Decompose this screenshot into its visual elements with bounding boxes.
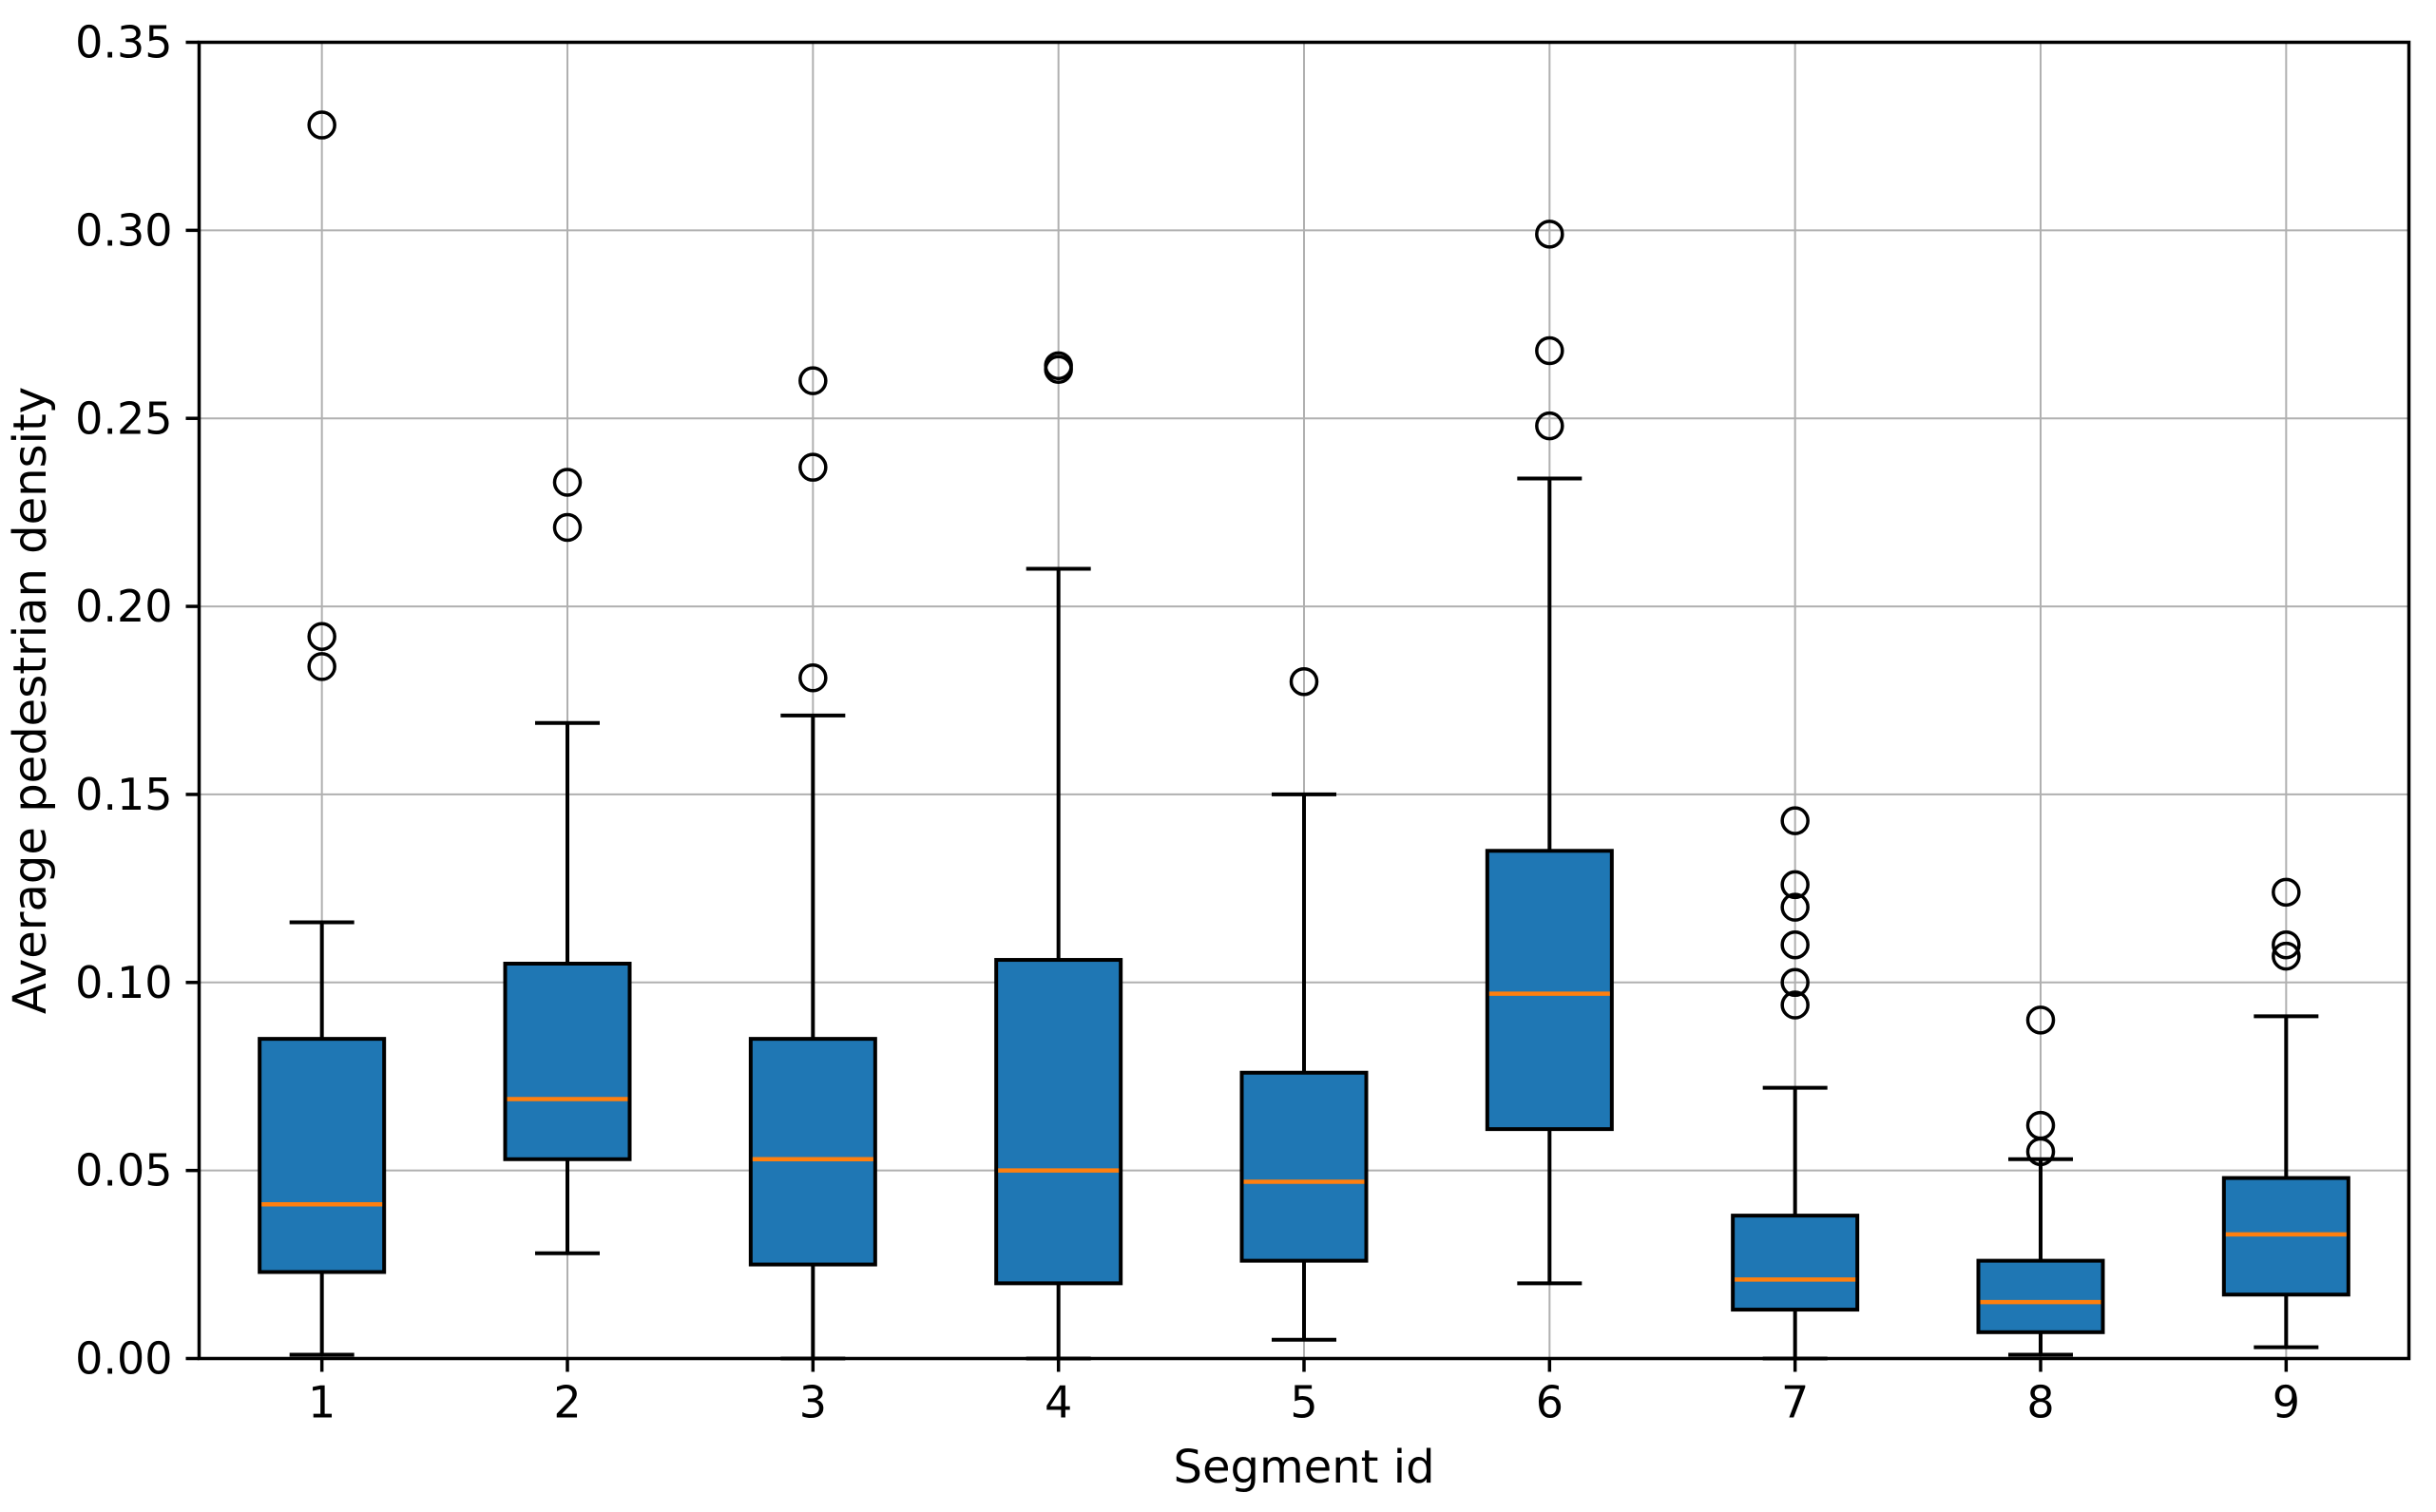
iqr-box (748, 1037, 877, 1267)
box-group-segment-4 (994, 351, 1123, 1361)
x-tick-label: 2 (553, 1377, 581, 1428)
outlier-point (1780, 929, 1810, 960)
y-tick-label: 0.30 (75, 204, 172, 256)
iqr-box (1976, 1258, 2105, 1334)
x-tick-label: 5 (1290, 1377, 1317, 1428)
outlier-point (1535, 335, 1564, 366)
outlier-point (1780, 990, 1810, 1020)
outlier-point (1780, 870, 1810, 900)
box-group-segment-3 (748, 366, 877, 1361)
y-axis-label: Average pedestrian density (4, 387, 57, 1014)
outlier-point (1289, 666, 1319, 697)
outlier-point (2025, 1005, 2056, 1035)
outlier-point (798, 366, 828, 395)
x-tick-label: 6 (1536, 1377, 1563, 1428)
iqr-box (503, 962, 632, 1161)
x-tick-label: 3 (799, 1377, 827, 1428)
outlier-point (1780, 806, 1810, 835)
outlier-point (2272, 877, 2301, 908)
y-tick-label: 0.20 (75, 581, 172, 632)
outlier-point (1535, 220, 1564, 249)
iqr-box (994, 958, 1123, 1286)
box-group-segment-2 (503, 468, 632, 1255)
outlier-point (1535, 411, 1564, 441)
box-group-segment-8 (1976, 1005, 2105, 1357)
outlier-point (307, 622, 336, 651)
x-tick-label: 9 (2273, 1377, 2300, 1428)
y-axis-ticks: 0.00 0.05 0.10 0.15 0.20 0.25 0.30 0.35 (75, 17, 200, 1385)
x-tick-label: 4 (1045, 1377, 1072, 1428)
outlier-point (307, 110, 336, 140)
outlier-point (1780, 892, 1810, 922)
x-tick-label: 7 (1781, 1377, 1809, 1428)
y-tick-label: 0.35 (75, 17, 172, 68)
y-tick-label: 0.05 (75, 1145, 172, 1196)
box-group-segment-7 (1731, 806, 1860, 1361)
x-tick-label: 8 (2026, 1377, 2054, 1428)
outlier-point (2272, 929, 2301, 960)
box-group-segment-5 (1239, 666, 1369, 1342)
y-tick-label: 0.10 (75, 957, 172, 1008)
outlier-point (552, 512, 583, 543)
outlier-point (1780, 967, 1810, 998)
iqr-box (1239, 1070, 1369, 1263)
y-tick-label: 0.25 (75, 392, 172, 444)
y-tick-label: 0.15 (75, 769, 172, 820)
iqr-box (258, 1037, 387, 1274)
box-group-segment-6 (1485, 220, 1614, 1286)
outlier-point (2272, 941, 2301, 971)
outlier-point (798, 452, 828, 482)
box-group-segment-1 (258, 110, 387, 1357)
y-tick-label: 0.00 (75, 1333, 172, 1385)
outlier-point (1044, 351, 1073, 381)
outlier-point (552, 468, 583, 497)
iqr-box (1731, 1214, 1860, 1312)
outlier-point (2025, 1110, 2056, 1140)
box-group-segment-9 (2221, 877, 2350, 1349)
x-axis-label: Segment id (1173, 1441, 1434, 1494)
plot-area: 0.00 0.05 0.10 0.15 0.20 0.25 0.30 0.35 1 2 3 4 5 6 7 8… (75, 17, 2411, 1428)
outlier-point (798, 663, 828, 693)
x-axis-ticks: 1 2 3 4 5 6 7 8 9 (308, 1358, 2300, 1428)
x-tick-label: 1 (308, 1377, 336, 1428)
iqr-box (1485, 849, 1614, 1132)
outlier-point (307, 652, 336, 681)
